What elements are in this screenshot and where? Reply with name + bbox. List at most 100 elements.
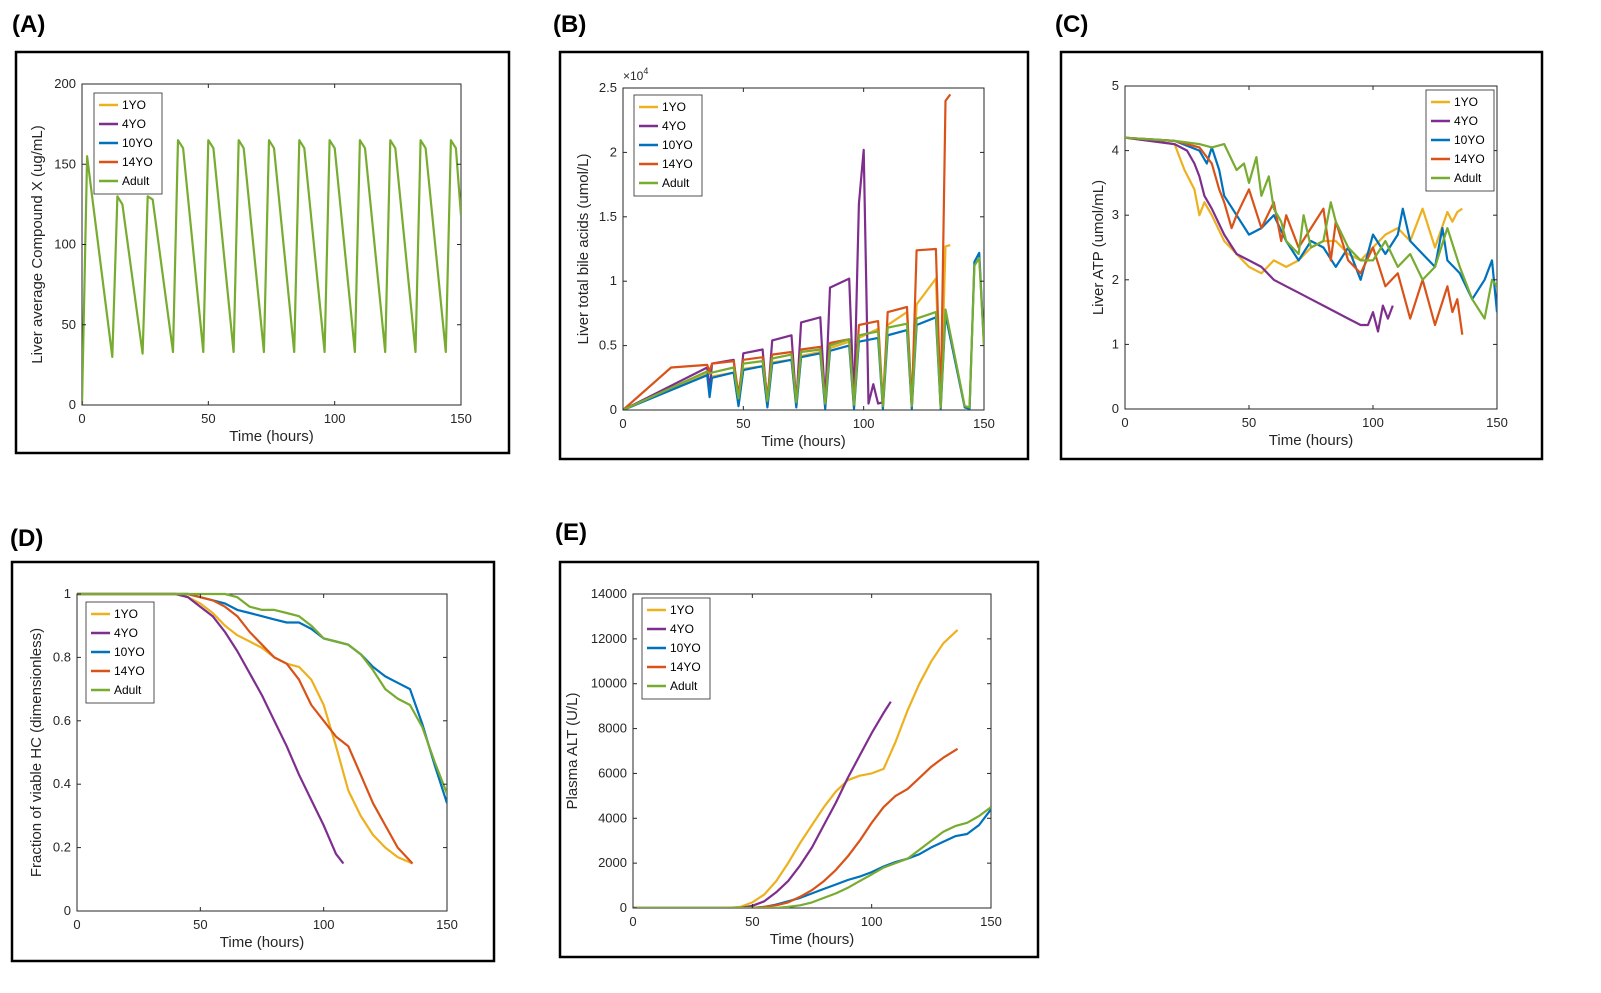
y-tick-label: 1 <box>610 273 617 288</box>
y-axis-label: Liver ATP (umol/mL) <box>1090 180 1107 315</box>
panel-label: (B) <box>553 11 586 38</box>
y-tick-label: 1.5 <box>599 209 617 224</box>
x-tick-label: 150 <box>973 416 995 431</box>
y-exponent-label: ×104 <box>623 66 648 83</box>
legend-label-10yo: 10YO <box>122 136 153 150</box>
x-tick-label: 100 <box>853 416 875 431</box>
series-group <box>633 629 991 908</box>
legend: 1YO 4YO 10YO 14YO Adult <box>1425 89 1495 192</box>
series-line-10yo <box>77 592 447 804</box>
y-axis-label: Liver total bile acids (umol/L) <box>575 154 592 345</box>
x-tick-label: 50 <box>1242 415 1256 430</box>
series-line-4yo <box>1125 136 1394 333</box>
legend-label-adult: Adult <box>122 174 150 188</box>
legend-label-14yo: 14YO <box>122 155 153 169</box>
legend: 1YO 4YO 10YO 14YO Adult <box>85 601 155 704</box>
y-tick-label: 0 <box>620 900 627 915</box>
y-tick-label: 1 <box>1112 336 1119 351</box>
y-tick-label: 12000 <box>591 631 627 646</box>
y-tick-label: 5 <box>1112 78 1119 93</box>
legend-label-4yo: 4YO <box>122 117 146 131</box>
series-group <box>623 93 984 410</box>
x-axis-label: Time (hours) <box>1269 432 1353 449</box>
panel-d: (D) 0 50 100 150 0 0.2 0.4 0.6 0.8 1 Time (hours) Fr… <box>10 525 496 963</box>
series-line-14yo <box>633 747 959 908</box>
y-tick-label: 0 <box>69 397 76 412</box>
x-tick-label: 50 <box>736 416 750 431</box>
y-tick-label: 100 <box>54 237 76 252</box>
y-axis-label: Plasma ALT (U/L) <box>564 693 581 810</box>
series-line-adult <box>77 592 447 795</box>
y-tick-label: 50 <box>62 317 76 332</box>
x-tick-label: 50 <box>745 914 759 929</box>
y-tick-label: 2000 <box>598 855 627 870</box>
y-tick-label: 150 <box>54 156 76 171</box>
y-tick-label: 4000 <box>598 810 627 825</box>
x-tick-label: 100 <box>1362 415 1384 430</box>
x-tick-label: 100 <box>324 411 346 426</box>
legend: 1YO 4YO 10YO 14YO Adult <box>93 92 163 195</box>
legend-label-1yo: 1YO <box>1454 95 1478 109</box>
panel-frame <box>14 50 511 455</box>
legend-label-1yo: 1YO <box>662 100 686 114</box>
legend-label-4yo: 4YO <box>662 119 686 133</box>
y-tick-label: 0 <box>610 402 617 417</box>
panel-b: (B) 0 50 100 150 0 0.5 1 1.5 2 2.5 ×104 Time (hours)… <box>553 11 1030 461</box>
series-line-10yo <box>1125 136 1497 313</box>
y-tick-label: 0.4 <box>53 776 71 791</box>
panel-label: (D) <box>10 525 43 552</box>
x-tick-label: 0 <box>1121 415 1128 430</box>
x-tick-label: 150 <box>450 411 472 426</box>
x-tick-label: 0 <box>619 416 626 431</box>
y-tick-label: 0 <box>64 903 71 918</box>
y-tick-label: 0.8 <box>53 649 71 664</box>
y-tick-label: 2 <box>1112 272 1119 287</box>
legend-label-4yo: 4YO <box>114 626 138 640</box>
panel-frame <box>10 560 496 963</box>
panel-a: (A) 0 50 100 150 0 50 100 150 200 Time (hours) Live… <box>12 11 511 455</box>
legend-label-10yo: 10YO <box>1454 133 1485 147</box>
legend-label-4yo: 4YO <box>1454 114 1478 128</box>
legend-label-10yo: 10YO <box>114 645 145 659</box>
series-line-1yo <box>633 629 959 908</box>
y-tick-label: 2.5 <box>599 80 617 95</box>
series-group <box>77 592 447 865</box>
legend-label-10yo: 10YO <box>670 641 701 655</box>
panel-label: (C) <box>1055 11 1088 38</box>
y-tick-label: 0.2 <box>53 840 71 855</box>
legend-label-1yo: 1YO <box>670 603 694 617</box>
x-tick-label: 150 <box>1486 415 1508 430</box>
panel-frame <box>558 560 1040 959</box>
legend: 1YO 4YO 10YO 14YO Adult <box>641 597 711 700</box>
y-axis-label: Fraction of viable HC (dimensionless) <box>28 628 45 877</box>
legend-label-14yo: 14YO <box>662 157 693 171</box>
y-exponent-power: 4 <box>643 66 648 76</box>
series-group <box>1125 136 1497 335</box>
legend-label-adult: Adult <box>1454 171 1482 185</box>
y-tick-label: 6000 <box>598 765 627 780</box>
y-tick-label: 3 <box>1112 207 1119 222</box>
panel-label: (A) <box>12 11 45 38</box>
series-group <box>82 139 461 405</box>
x-axis-label: Time (hours) <box>761 433 845 450</box>
series-line-adult <box>623 256 984 410</box>
x-tick-label: 0 <box>78 411 85 426</box>
series-line-adult <box>1125 136 1497 320</box>
x-tick-label: 150 <box>436 917 458 932</box>
legend-label-10yo: 10YO <box>662 138 693 152</box>
x-tick-label: 50 <box>201 411 215 426</box>
y-tick-label: 8000 <box>598 721 627 736</box>
y-tick-label: 4 <box>1112 143 1119 158</box>
panel-c: (C) 0 50 100 150 0 1 2 3 4 5 Time (hours) Liver ATP … <box>1055 11 1544 461</box>
panel-label: (E) <box>555 519 587 546</box>
x-tick-label: 150 <box>980 914 1002 929</box>
legend-label-14yo: 14YO <box>670 660 701 674</box>
panel-frame <box>558 50 1030 461</box>
legend-label-4yo: 4YO <box>670 622 694 636</box>
x-axis-label: Time (hours) <box>229 428 313 445</box>
series-line-4yo <box>633 701 892 908</box>
x-axis-label: Time (hours) <box>770 931 854 948</box>
x-axis-label: Time (hours) <box>220 934 304 951</box>
y-tick-label: 2 <box>610 144 617 159</box>
